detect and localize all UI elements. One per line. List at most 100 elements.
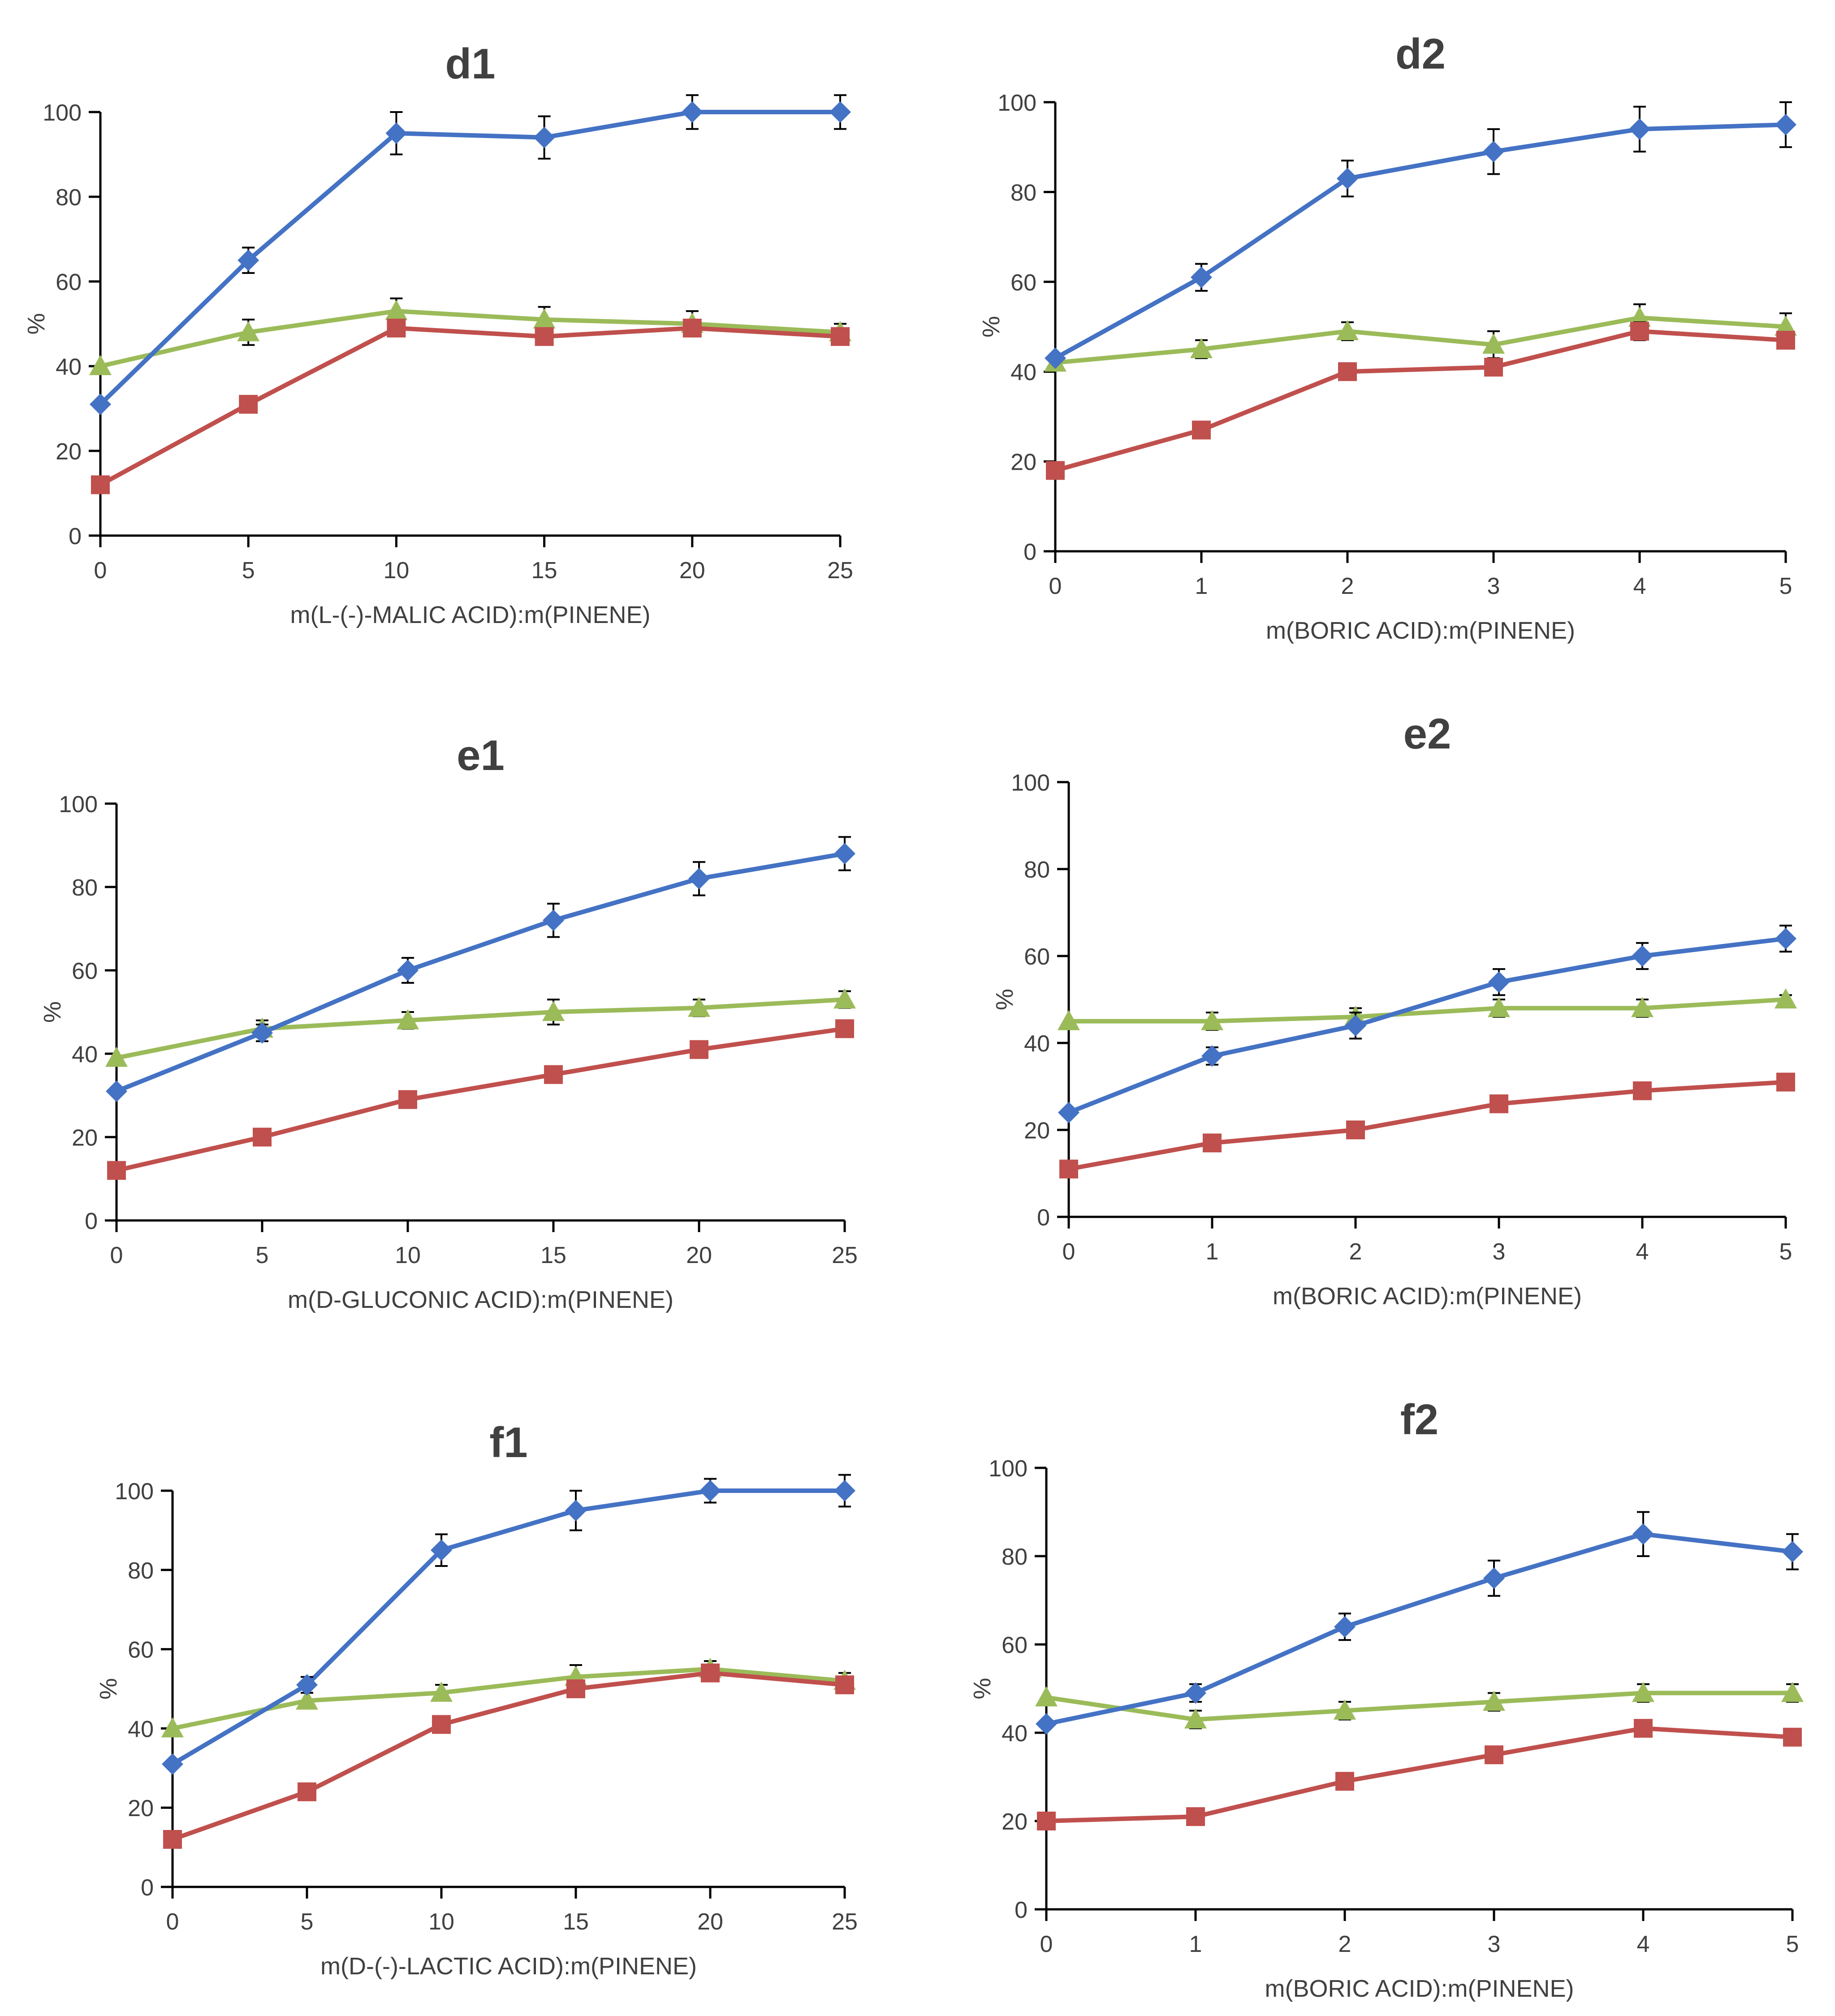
data-point-green bbox=[430, 1681, 453, 1702]
data-point-blue bbox=[1488, 971, 1510, 993]
x-tick-label: 1 bbox=[1189, 1931, 1202, 1957]
y-tick-label: 40 bbox=[56, 354, 82, 380]
data-point-red bbox=[566, 1679, 585, 1698]
data-point-green bbox=[1483, 1691, 1505, 1711]
x-tick-label: 10 bbox=[428, 1909, 454, 1935]
data-point-red bbox=[535, 327, 554, 346]
series-green bbox=[161, 1657, 856, 1738]
series-line-blue bbox=[99, 110, 840, 406]
data-point-red bbox=[253, 1128, 272, 1146]
data-point-green bbox=[385, 300, 408, 320]
series-red bbox=[1059, 1073, 1795, 1179]
data-point-red bbox=[1776, 1073, 1795, 1092]
data-point-blue bbox=[1191, 266, 1212, 288]
data-point-red bbox=[1186, 1807, 1205, 1826]
data-point-blue bbox=[1775, 928, 1796, 950]
data-point-blue bbox=[1201, 1045, 1223, 1067]
x-tick-label: 3 bbox=[1488, 1931, 1501, 1957]
y-tick-label: 0 bbox=[1015, 1897, 1028, 1923]
data-point-blue bbox=[1345, 1015, 1366, 1037]
series-line-blue bbox=[1045, 1531, 1793, 1726]
y-tick-label: 40 bbox=[1002, 1721, 1028, 1747]
data-point-blue bbox=[1483, 141, 1504, 163]
x-tick-label: 15 bbox=[531, 558, 557, 584]
data-point-green bbox=[1336, 320, 1359, 341]
y-tick-label: 40 bbox=[1024, 1031, 1050, 1057]
x-tick-label: 5 bbox=[1779, 1239, 1792, 1265]
y-tick-label: 60 bbox=[1002, 1632, 1028, 1658]
x-tick-label: 10 bbox=[395, 1242, 421, 1268]
chart-title: f2 bbox=[1400, 1396, 1438, 1444]
y-tick-label: 20 bbox=[72, 1125, 98, 1151]
x-tick-label: 3 bbox=[1487, 573, 1500, 599]
data-point-red bbox=[1633, 1081, 1652, 1100]
y-tick-label: 100 bbox=[989, 1456, 1028, 1482]
y-tick-label: 0 bbox=[1023, 539, 1036, 565]
x-tick-label: 0 bbox=[1062, 1239, 1075, 1265]
series-red bbox=[163, 1663, 854, 1849]
data-point-blue bbox=[834, 1480, 855, 1501]
data-point-red bbox=[1485, 1745, 1503, 1765]
data-point-green bbox=[833, 988, 856, 1009]
y-tick-label: 40 bbox=[1010, 359, 1036, 385]
y-tick-label: 60 bbox=[1024, 944, 1050, 970]
x-tick-label: 25 bbox=[832, 1242, 858, 1268]
data-point-blue bbox=[1483, 1567, 1505, 1589]
series-line-green bbox=[1069, 997, 1786, 1024]
data-point-blue bbox=[385, 122, 407, 144]
data-point-blue bbox=[251, 1022, 273, 1044]
y-tick-label: 80 bbox=[1002, 1544, 1028, 1570]
data-point-green bbox=[1201, 1010, 1223, 1030]
panel-d2: d2 0 20 40 60 80 100 0 1 2 3 4 5 m(BORIC ACID):m(PINE… bbox=[978, 30, 1797, 644]
data-point-green bbox=[89, 355, 112, 375]
y-tick-label: 0 bbox=[85, 1208, 98, 1234]
series-line-blue bbox=[1068, 936, 1786, 1115]
x-tick-label: 1 bbox=[1206, 1239, 1219, 1265]
data-point-blue bbox=[106, 1080, 127, 1102]
series-blue bbox=[1036, 1511, 1803, 1735]
y-tick-label: 100 bbox=[115, 1479, 154, 1505]
series-red bbox=[1037, 1719, 1802, 1830]
data-point-blue bbox=[1036, 1713, 1057, 1735]
x-tick-label: 2 bbox=[1341, 573, 1354, 599]
y-axis-title: % bbox=[991, 989, 1018, 1010]
x-tick-label: 25 bbox=[832, 1909, 858, 1935]
data-point-blue bbox=[1334, 1616, 1356, 1638]
data-point-red bbox=[1634, 1719, 1653, 1738]
data-point-green bbox=[1035, 1686, 1058, 1707]
data-point-red bbox=[1783, 1727, 1802, 1747]
data-point-blue bbox=[1782, 1541, 1803, 1563]
data-point-green bbox=[1775, 988, 1797, 1008]
panel-f2: f2 0 20 40 60 80 100 0 1 2 3 4 5 m(BORIC ACID):m(PINE… bbox=[969, 1396, 1804, 2002]
x-tick-label: 0 bbox=[1040, 1931, 1053, 1957]
data-point-red bbox=[544, 1065, 563, 1084]
series-green bbox=[1058, 988, 1797, 1031]
data-point-red bbox=[1776, 331, 1795, 350]
series-green bbox=[105, 988, 856, 1067]
data-point-blue bbox=[1775, 114, 1796, 136]
panel-e2: e2 0 20 40 60 80 100 0 1 2 3 4 5 m(BORIC ACID):m(PINE… bbox=[991, 710, 1797, 1310]
data-point-blue bbox=[1058, 1102, 1079, 1124]
data-point-red bbox=[1037, 1812, 1056, 1830]
data-point-green bbox=[1488, 997, 1510, 1017]
x-tick-label: 0 bbox=[166, 1909, 179, 1935]
data-point-red bbox=[163, 1830, 182, 1849]
data-point-red bbox=[835, 1675, 854, 1695]
y-tick-label: 100 bbox=[1011, 770, 1050, 796]
data-point-green bbox=[1058, 1010, 1080, 1030]
data-point-green bbox=[688, 996, 710, 1017]
series-red bbox=[107, 1019, 854, 1180]
data-point-blue bbox=[533, 126, 555, 148]
data-point-blue bbox=[834, 843, 855, 865]
data-point-blue bbox=[397, 960, 419, 981]
series-green bbox=[1044, 303, 1797, 372]
data-point-green bbox=[105, 1047, 128, 1067]
series-line-red bbox=[172, 1670, 845, 1842]
data-point-red bbox=[432, 1715, 451, 1734]
data-point-green bbox=[1781, 1682, 1804, 1702]
x-tick-label: 20 bbox=[679, 558, 705, 584]
data-point-red bbox=[1346, 1120, 1365, 1139]
data-point-red bbox=[1203, 1133, 1222, 1153]
data-point-red bbox=[239, 395, 258, 414]
